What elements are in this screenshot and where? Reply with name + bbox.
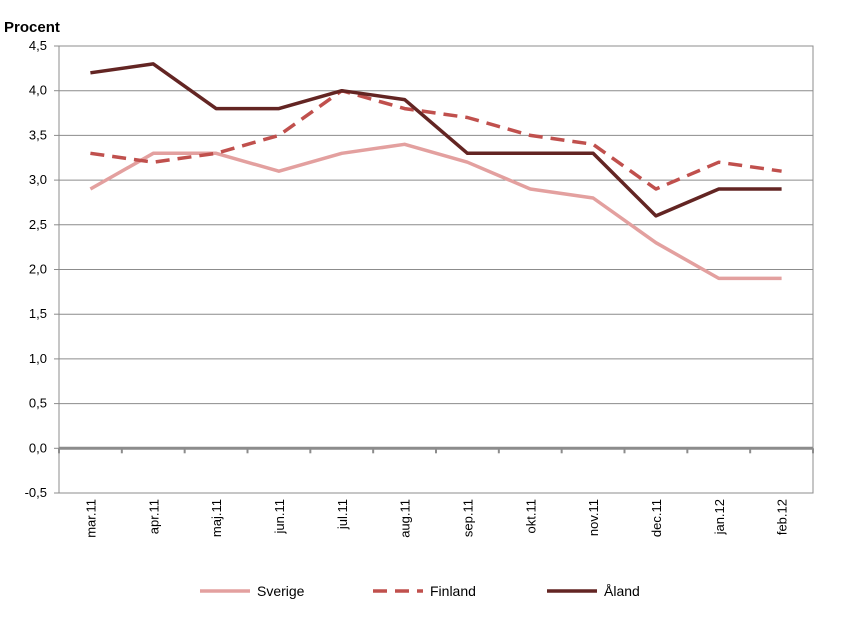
series bbox=[89, 62, 782, 281]
y-tick-label: 0,0 bbox=[29, 440, 47, 455]
legend: Sverige Finland Åland bbox=[200, 583, 640, 599]
y-tick-label: 1,0 bbox=[29, 351, 47, 366]
x-tick-label: okt.11 bbox=[523, 499, 538, 533]
series-line-sverige bbox=[89, 142, 782, 281]
x-tick-label: apr.11 bbox=[146, 499, 161, 534]
x-tick-label: jan.12 bbox=[712, 499, 727, 535]
series-line-finland bbox=[90, 88, 782, 191]
y-tick-label: 3,5 bbox=[29, 127, 47, 142]
y-tick-label: 0,5 bbox=[29, 396, 47, 411]
y-tick-label: 2,0 bbox=[29, 262, 47, 277]
legend-label: Sverige bbox=[257, 583, 305, 599]
x-tick-label: mar.11 bbox=[83, 499, 98, 538]
x-tick-label: dec.11 bbox=[649, 499, 664, 537]
x-tick-label: aug.11 bbox=[398, 499, 413, 538]
legend-label: Finland bbox=[430, 583, 476, 599]
x-tick-label: feb.12 bbox=[775, 499, 790, 535]
plot-area-border bbox=[58, 45, 814, 494]
series-line--land bbox=[90, 62, 782, 218]
x-tick-label: maj.11 bbox=[209, 499, 224, 537]
x-tick-label: jun.11 bbox=[272, 499, 287, 534]
x-tick-label: sep.11 bbox=[460, 499, 475, 537]
y-tick-label: 4,0 bbox=[29, 83, 47, 98]
x-tick-label: nov.11 bbox=[586, 499, 601, 536]
y-tick-label: 2,5 bbox=[29, 217, 47, 232]
y-tick-label: 3,0 bbox=[29, 172, 47, 187]
legend-label: Åland bbox=[604, 583, 640, 599]
y-tick-label: 4,5 bbox=[29, 38, 47, 53]
y-tick-label: 1,5 bbox=[29, 306, 47, 321]
y-axis-label: Procent bbox=[4, 19, 60, 36]
x-tick-label: jul.11 bbox=[335, 499, 350, 530]
y-tick-label: -0,5 bbox=[25, 485, 47, 500]
axes: 4,5 4,0 3,5 3,0 2,5 2,0 1,5 1,0 0,5 0,0 -0,5 mar.11… bbox=[25, 38, 814, 538]
